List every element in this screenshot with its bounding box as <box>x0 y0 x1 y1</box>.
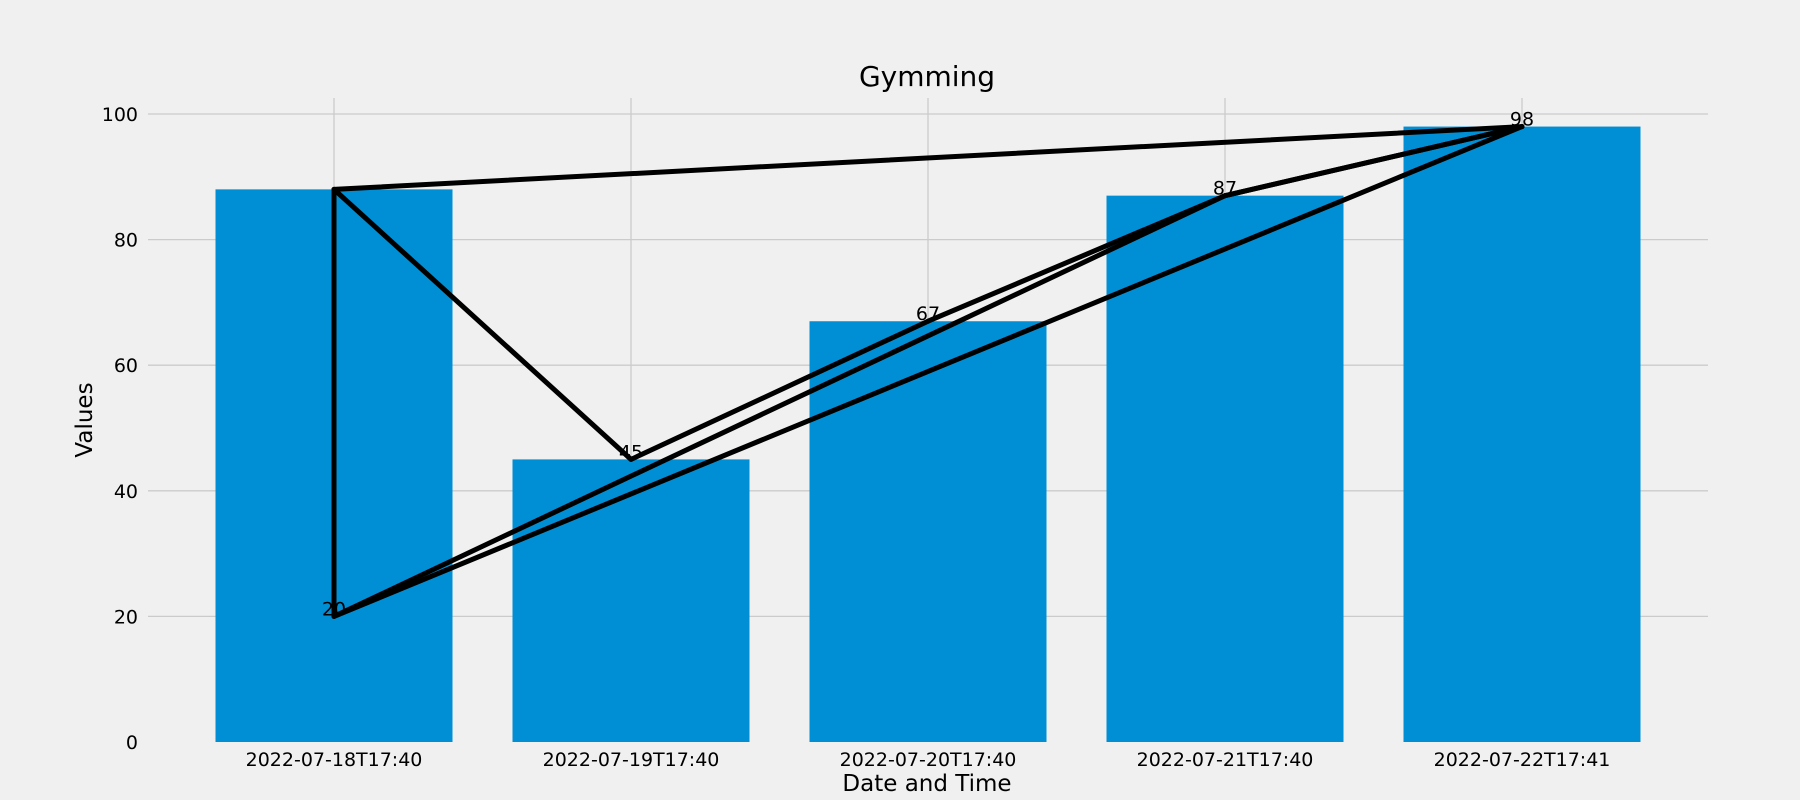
x-axis-title: Date and Time <box>842 771 1011 797</box>
line-segment <box>331 124 1525 192</box>
y-tick-label: 60 <box>114 355 138 377</box>
x-tick-label: 2022-07-18T17:40 <box>246 749 423 771</box>
x-tick-label: 2022-07-22T17:41 <box>1434 749 1611 771</box>
data-label: 87 <box>1213 178 1237 200</box>
x-tick-label: 2022-07-19T17:40 <box>543 749 720 771</box>
data-label: 45 <box>619 441 643 463</box>
y-tick-label: 80 <box>114 230 138 252</box>
y-tick-label: 0 <box>126 732 138 754</box>
y-axis-title: Values <box>72 382 98 457</box>
tick-labels: 0 20 40 60 80 100 2022-07-18T17:40 2022-07-19T1… <box>102 104 1611 771</box>
bar <box>1106 195 1344 742</box>
line-segment <box>1222 124 1525 199</box>
line-segment <box>331 193 1228 619</box>
y-tick-label: 20 <box>114 606 138 628</box>
line-segment <box>331 124 1525 619</box>
y-tick-label: 40 <box>114 481 138 503</box>
bar <box>809 321 1047 742</box>
chart-title: Gymming <box>859 60 995 93</box>
data-label: 67 <box>916 303 940 325</box>
data-label: 20 <box>322 598 346 620</box>
data-label: 98 <box>1510 109 1534 131</box>
line-segment <box>331 186 634 462</box>
data-labels: 20 45 67 87 98 <box>322 109 1534 621</box>
line-segment <box>628 318 931 462</box>
y-tick-label: 100 <box>102 104 138 126</box>
line-overlay <box>331 124 1525 619</box>
bar <box>512 459 750 742</box>
x-tick-label: 2022-07-21T17:40 <box>1137 749 1314 771</box>
x-tick-label: 2022-07-20T17:40 <box>840 749 1017 771</box>
bar <box>1403 126 1641 742</box>
